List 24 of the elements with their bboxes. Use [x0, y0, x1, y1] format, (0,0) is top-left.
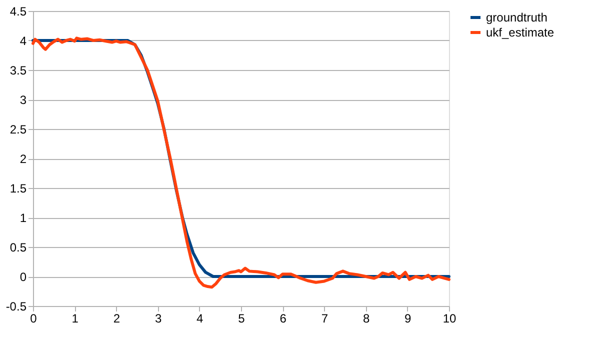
y-tick-label: 4.5 — [10, 4, 27, 18]
y-tick-label: -0.5 — [6, 300, 27, 314]
y-tick-label: 0.5 — [10, 240, 27, 254]
y-tick-label: 3.5 — [10, 64, 27, 78]
x-tick-label: 4 — [196, 312, 204, 326]
x-tick-label: 2 — [113, 312, 120, 326]
x-tick-label: 9 — [404, 312, 412, 326]
x-tick-label: 8 — [362, 312, 370, 326]
y-tick-label: 0 — [20, 270, 27, 284]
x-tick-label: 10 — [442, 312, 456, 326]
x-tick-label: 0 — [30, 312, 38, 326]
x-tick-label: 5 — [238, 312, 246, 326]
legend-label: ukf_estimate — [486, 26, 554, 40]
x-tick-label: 7 — [321, 312, 328, 326]
y-tick-label: 1 — [20, 211, 27, 225]
x-tick-label: 1 — [72, 312, 79, 326]
y-tick-label: 1.5 — [10, 182, 27, 196]
x-tick-label: 6 — [280, 312, 287, 326]
y-tick-label: 2 — [20, 152, 27, 166]
x-tick-label: 3 — [154, 312, 162, 326]
y-tick-label: 2.5 — [10, 122, 27, 136]
legend-label: groundtruth — [486, 10, 548, 24]
y-tick-label: 4 — [20, 34, 27, 48]
y-tick-label: 3 — [20, 93, 27, 107]
